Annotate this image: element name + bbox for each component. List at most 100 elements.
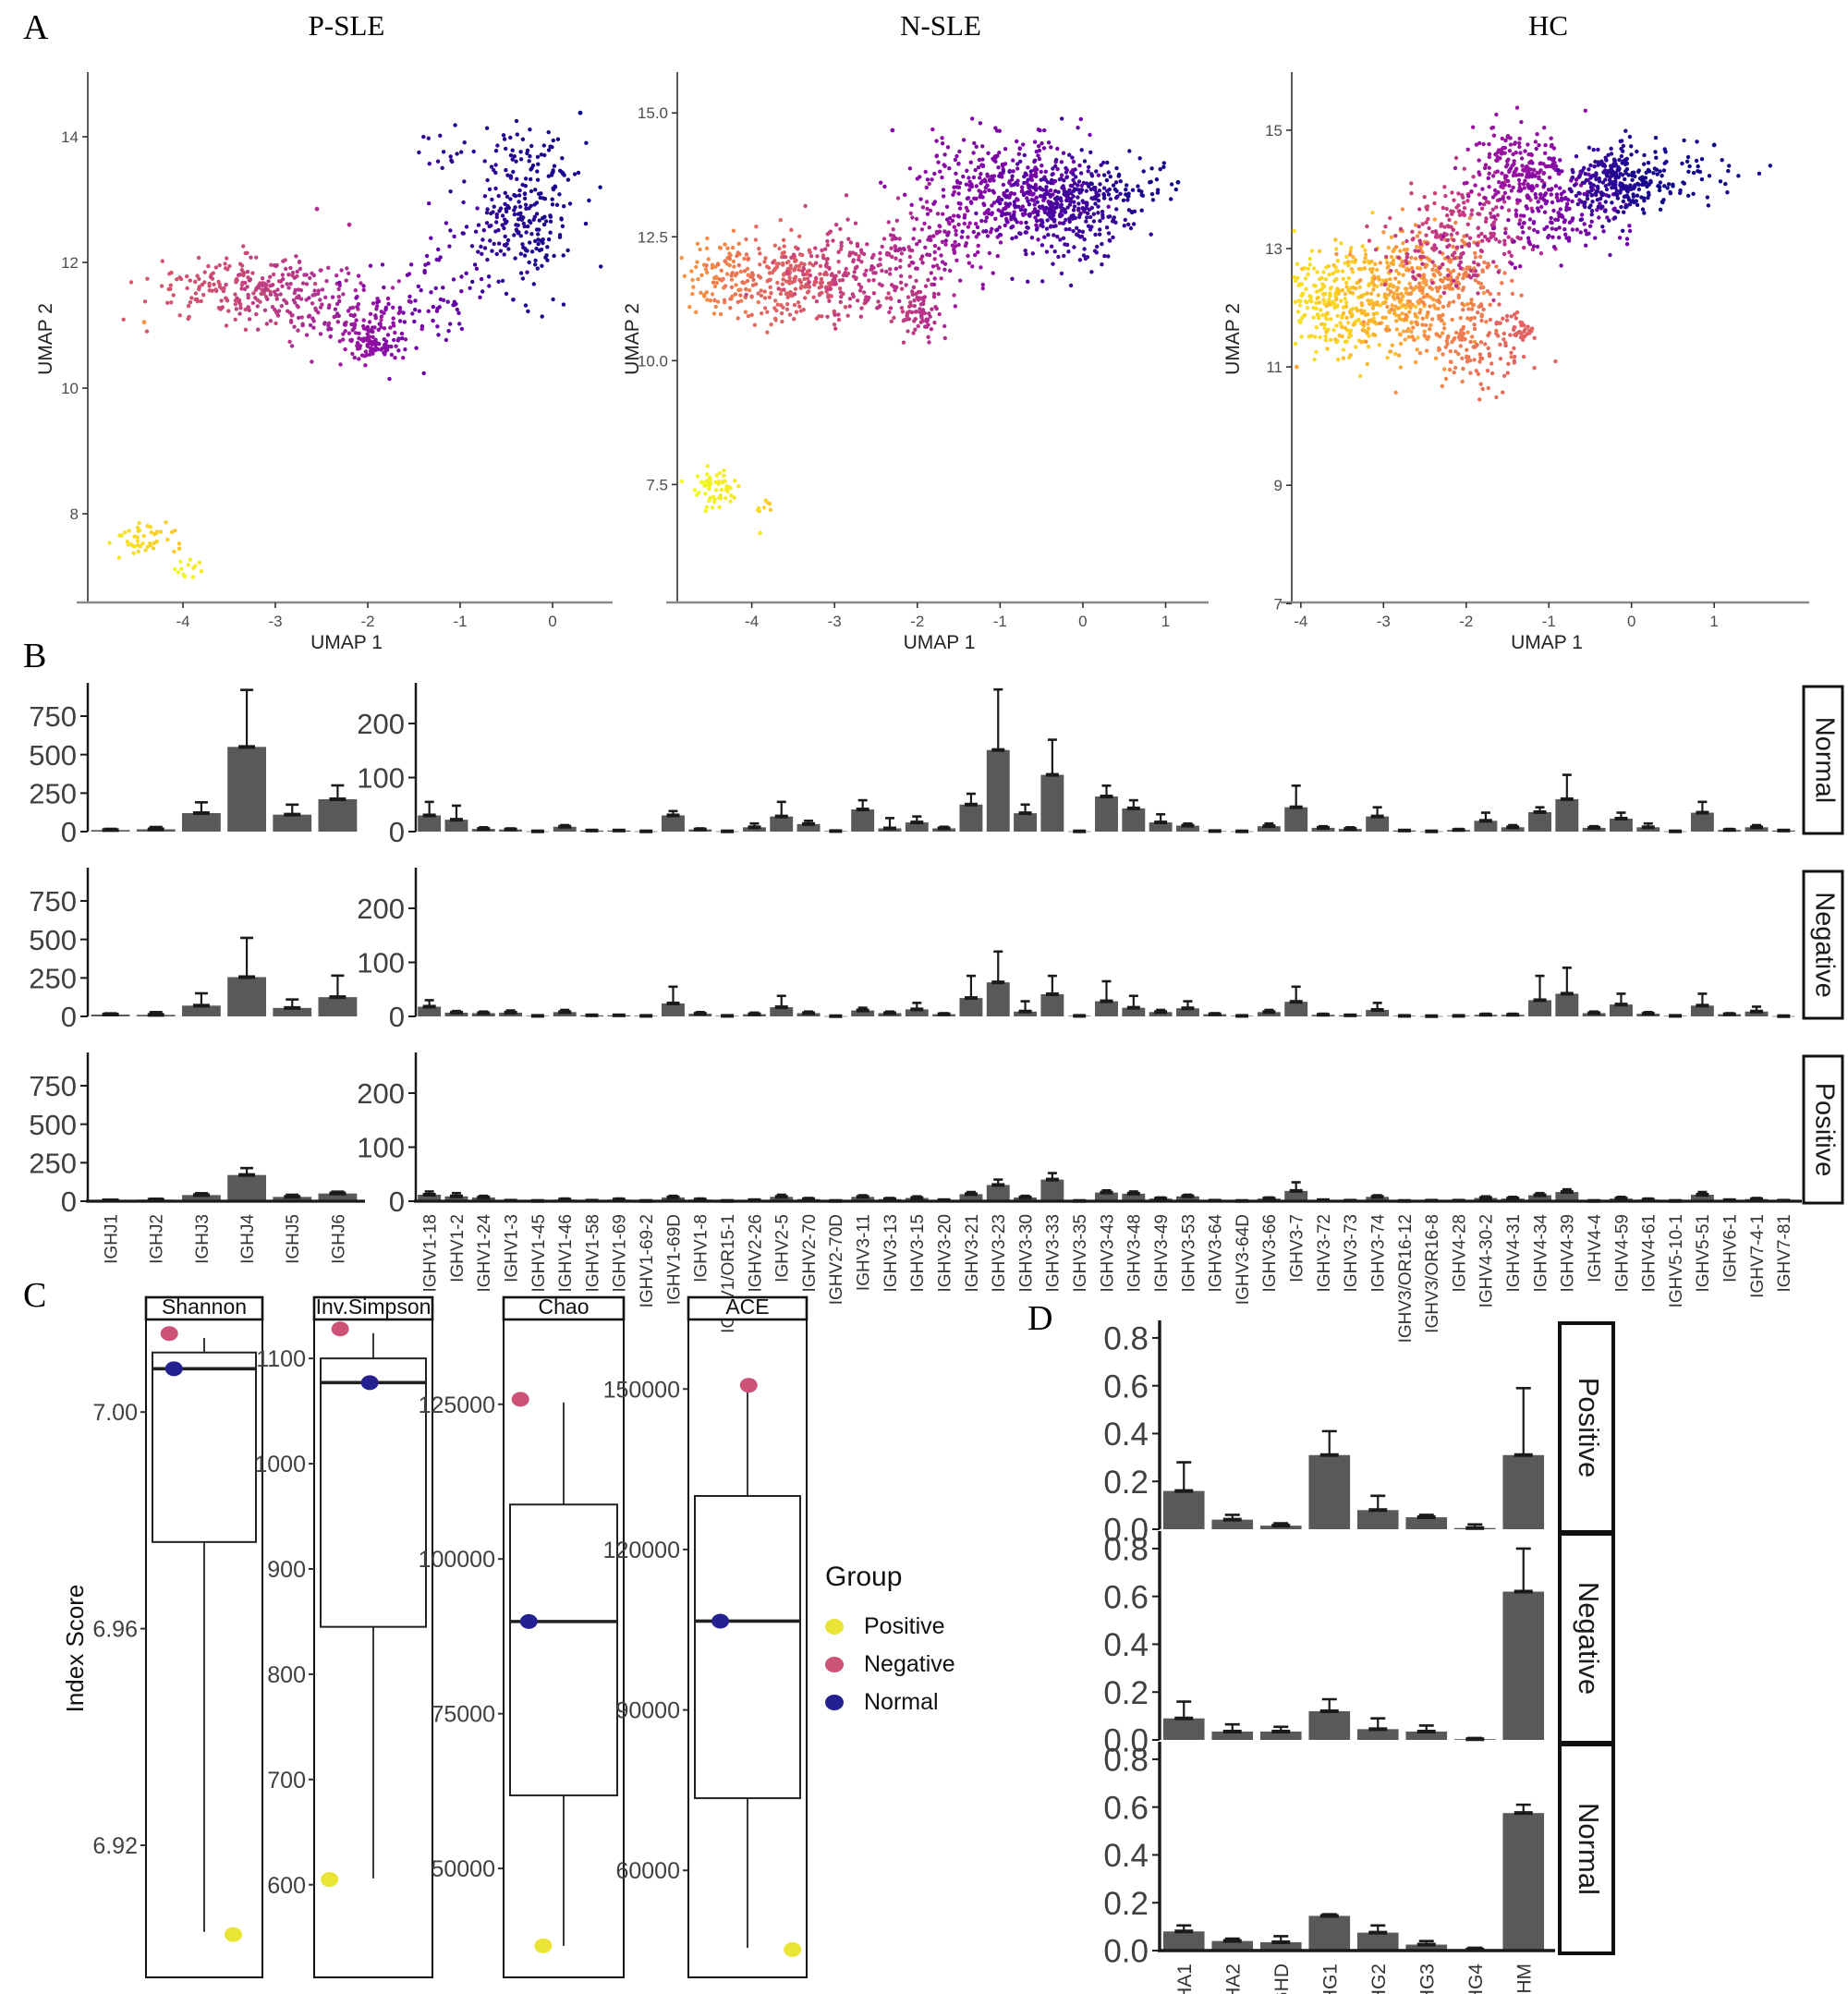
svg-text:100: 100 <box>357 762 405 795</box>
row-negative: 0.00.20.40.60.8 <box>1103 1531 1545 1759</box>
svg-text:UMAP 1: UMAP 1 <box>904 632 976 653</box>
axes: 15.0 12.5 10.0 7.5 -4 -3 -2 -1 0 1 UMAP 1 UMAP 2 <box>622 72 1209 653</box>
svg-text:1: 1 <box>1709 613 1718 630</box>
svg-text:UMAP 2: UMAP 2 <box>622 303 643 375</box>
svg-text:7.5: 7.5 <box>646 476 668 493</box>
svg-text:750: 750 <box>29 1070 77 1102</box>
svg-text:15: 15 <box>1265 122 1283 140</box>
svg-text:-4: -4 <box>176 613 189 630</box>
legend-title: Group <box>825 1562 903 1592</box>
panel-a-label: A <box>23 8 49 47</box>
svg-text:0: 0 <box>548 613 556 630</box>
svg-text:500: 500 <box>29 924 77 956</box>
umap-title-nsle: N-SLE <box>900 9 981 42</box>
svg-text:200: 200 <box>357 1077 405 1110</box>
svg-text:Negative: Negative <box>1809 892 1839 997</box>
svg-text:0: 0 <box>389 1001 405 1033</box>
axes: 14 12 10 8 -4 -3 -2 -1 0 UMAP 1 UMAP 2 <box>35 72 613 653</box>
legend-item-negative: Negative <box>825 1646 955 1684</box>
svg-text:13: 13 <box>1265 240 1283 258</box>
svg-text:-2: -2 <box>360 613 374 630</box>
scatter-points <box>107 110 603 579</box>
svg-text:UMAP 2: UMAP 2 <box>1222 303 1244 375</box>
negative-dot-icon <box>825 1657 844 1672</box>
svg-text:-2: -2 <box>1459 613 1473 630</box>
row-negative: 0 250 500 750 0 100 200 <box>29 868 1795 1033</box>
svg-text:-3: -3 <box>1377 613 1391 630</box>
axes: 15 13 11 9 7 -4 -3 -2 -1 0 1 UMAP 1 UMAP 2 <box>1222 72 1809 653</box>
svg-text:-1: -1 <box>453 613 467 630</box>
svg-text:11: 11 <box>1266 359 1283 376</box>
svg-text:0: 0 <box>61 816 77 848</box>
panel-b-label: B <box>23 637 47 675</box>
positive-dot-icon <box>825 1619 844 1635</box>
svg-text:15.0: 15.0 <box>638 104 668 122</box>
svg-text:12: 12 <box>61 254 79 272</box>
svg-text:10.0: 10.0 <box>638 352 668 370</box>
svg-text:7: 7 <box>1274 595 1283 613</box>
svg-text:-3: -3 <box>828 613 842 630</box>
row-positive: 0.00.20.40.60.8 <box>1103 1320 1545 1549</box>
svg-text:8: 8 <box>70 505 79 523</box>
scatter-points <box>679 116 1181 536</box>
svg-text:-1: -1 <box>1542 613 1556 630</box>
x-axis-labels: IGHJ1 IGHJ2 IGHJ3 IGHJ4 IGHJ5 IGHJ6 IGHV1-18 IG… <box>102 1214 1794 1344</box>
svg-text:UMAP 1: UMAP 1 <box>1511 632 1583 653</box>
svg-text:250: 250 <box>29 1147 77 1179</box>
strip-negative: Negative <box>1558 1532 1615 1745</box>
strip-positive: Positive <box>1558 1321 1615 1534</box>
strip-positive: Positive <box>1802 1054 1844 1205</box>
isotype-bar-chart: 0.00.20.40.60.8Positive0.00.20.40.60.8Ne… <box>1103 1320 1615 1994</box>
svg-text:-3: -3 <box>268 613 282 630</box>
svg-text:0: 0 <box>1078 613 1087 630</box>
row-positive: 0 250 500 750 0 100 200 <box>29 1052 1802 1218</box>
svg-text:100: 100 <box>357 1132 405 1164</box>
strip-normal: Normal <box>1802 685 1844 835</box>
umap-scatter-nsle: 15.0 12.5 10.0 7.5 -4 -3 -2 -1 0 1 UMAP 1 UMAP 2 <box>622 72 1209 653</box>
svg-text:9: 9 <box>1274 477 1283 494</box>
legend-item-positive: Positive <box>825 1608 955 1646</box>
normal-dot-icon <box>825 1695 844 1710</box>
svg-text:250: 250 <box>29 777 77 809</box>
svg-text:-1: -1 <box>993 613 1007 630</box>
svg-text:-2: -2 <box>910 613 924 630</box>
row-normal: 0 250 500 750 0 100 200 <box>29 683 1795 848</box>
svg-text:UMAP 2: UMAP 2 <box>35 303 56 375</box>
svg-text:200: 200 <box>357 893 405 925</box>
legend-label-normal: Normal <box>864 1689 939 1715</box>
svg-text:750: 750 <box>29 885 77 918</box>
svg-text:0: 0 <box>389 816 405 848</box>
panel-d-label: D <box>1027 1299 1053 1338</box>
svg-text:0: 0 <box>61 1185 77 1218</box>
gene-usage-bar-chart: 0 250 500 750 0 100 200 Normal 0 250 500 750 0 100 200… <box>29 683 1844 1343</box>
y-axis-title: Index Score <box>61 1585 89 1713</box>
svg-text:500: 500 <box>29 1109 77 1141</box>
umap-title-hc: HC <box>1527 9 1569 42</box>
legend-label-negative: Negative <box>864 1651 955 1677</box>
row-normal: 0.00.20.40.60.8 <box>1103 1742 1555 1970</box>
legend-item-normal: Normal <box>825 1684 955 1721</box>
umap-scatter-psle: 14 12 10 8 -4 -3 -2 -1 0 UMAP 1 UMAP 2 <box>35 72 613 653</box>
umap-scatter-hc: 15 13 11 9 7 -4 -3 -2 -1 0 1 UMAP 1 UMAP 2 <box>1222 72 1809 653</box>
svg-text:0: 0 <box>1627 613 1635 630</box>
panel-c-label: C <box>23 1276 47 1315</box>
svg-text:500: 500 <box>29 739 77 772</box>
diversity-boxplots: Index ScoreShannon7.006.966.92Inv.Simpso… <box>61 1295 808 1978</box>
strip-negative: Negative <box>1802 869 1844 1020</box>
svg-text:1: 1 <box>1161 613 1170 630</box>
svg-text:-4: -4 <box>1294 613 1307 630</box>
umap-title-psle: P-SLE <box>308 9 385 42</box>
scatter-points <box>1292 105 1772 402</box>
svg-text:0: 0 <box>389 1185 405 1218</box>
svg-text:100: 100 <box>357 947 405 979</box>
svg-text:UMAP 1: UMAP 1 <box>310 632 383 653</box>
svg-text:750: 750 <box>29 700 77 733</box>
svg-text:14: 14 <box>61 128 79 146</box>
strip-normal: Normal <box>1558 1743 1615 1955</box>
svg-text:Normal: Normal <box>1809 717 1839 803</box>
